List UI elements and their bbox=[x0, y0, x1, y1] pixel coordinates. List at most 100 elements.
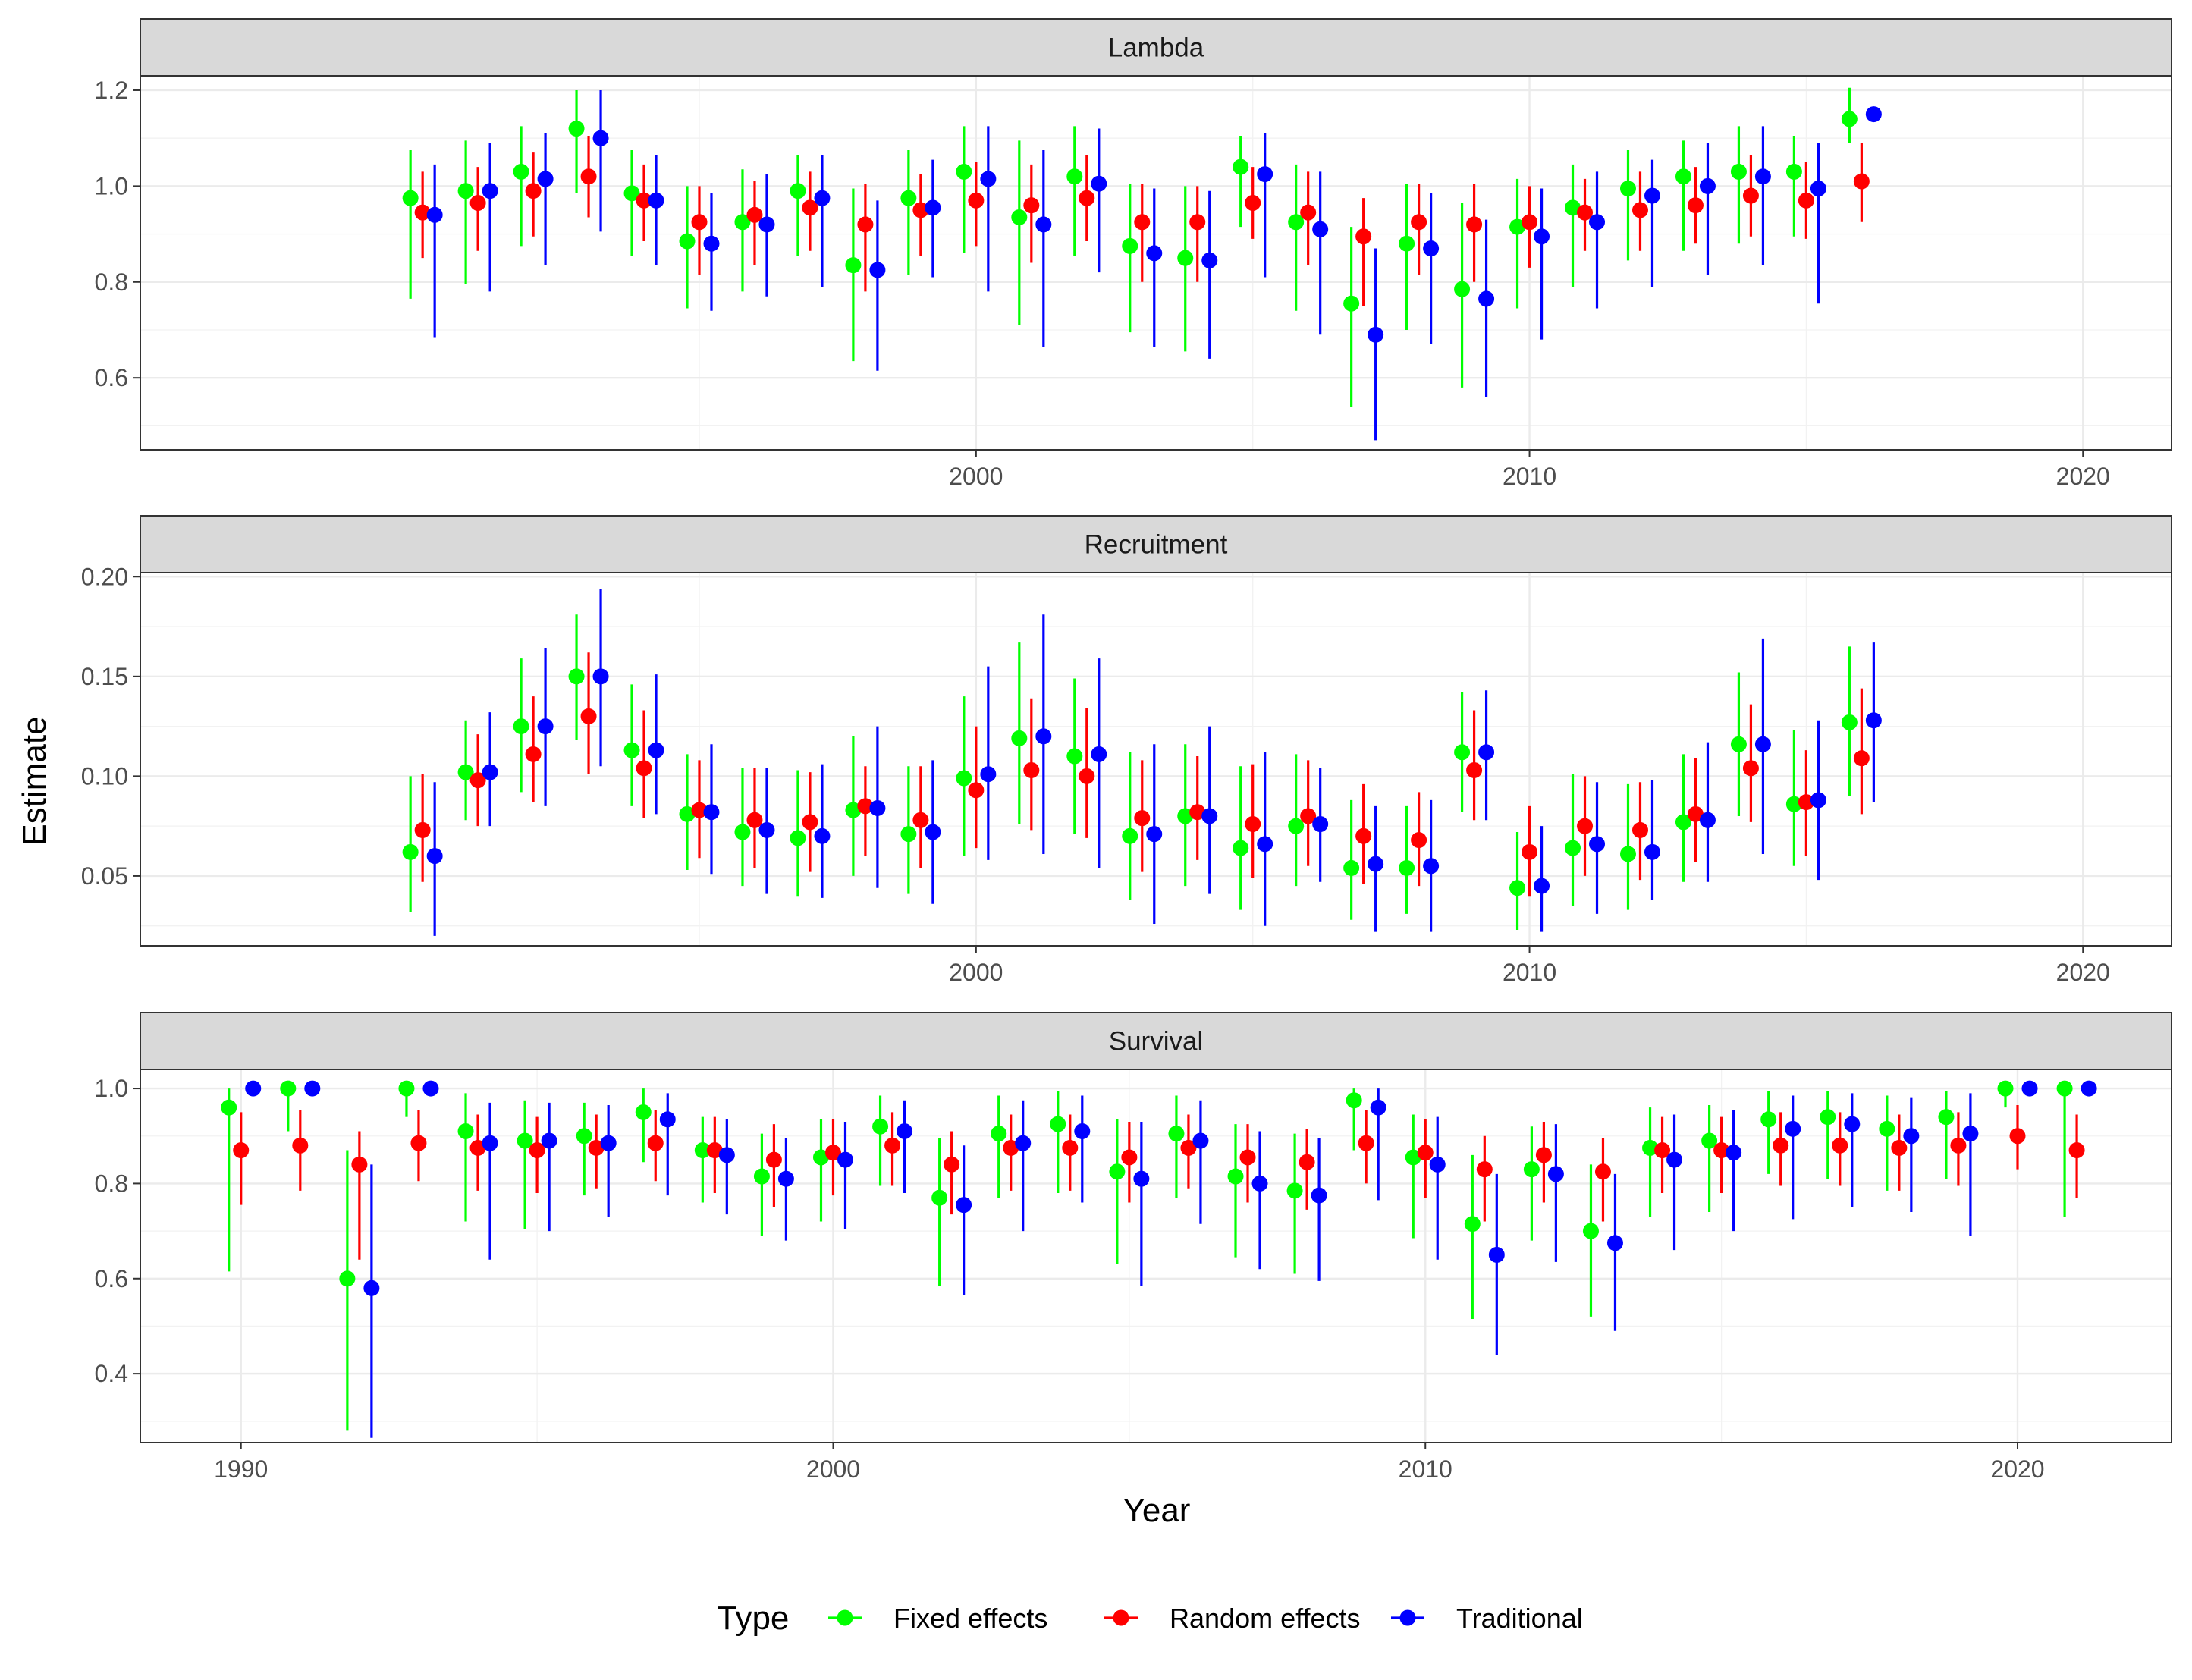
data-point bbox=[1547, 1166, 1564, 1182]
x-tick-label: 2010 bbox=[1503, 959, 1556, 986]
data-point bbox=[576, 1128, 592, 1145]
data-point bbox=[1903, 1128, 1920, 1145]
data-point bbox=[1239, 1149, 1256, 1166]
data-point bbox=[2009, 1128, 2026, 1145]
data-point bbox=[1168, 1126, 1185, 1142]
data-point bbox=[691, 214, 708, 231]
data-point bbox=[1606, 1235, 1623, 1251]
facet-strip bbox=[140, 1012, 2172, 1070]
data-point bbox=[814, 827, 831, 844]
data-point bbox=[1754, 168, 1771, 185]
data-point bbox=[280, 1080, 297, 1097]
data-point bbox=[1785, 163, 1802, 180]
data-point bbox=[872, 1118, 889, 1135]
data-point bbox=[1478, 744, 1495, 761]
data-point bbox=[912, 812, 929, 828]
data-point bbox=[1177, 808, 1194, 824]
data-point bbox=[1535, 1147, 1552, 1163]
data-point bbox=[1466, 216, 1483, 233]
data-point bbox=[1478, 290, 1495, 307]
y-axis-title: Estimate bbox=[16, 716, 53, 846]
data-point bbox=[1368, 856, 1384, 872]
data-point bbox=[1577, 204, 1594, 221]
data-point bbox=[1343, 859, 1360, 876]
data-point bbox=[1832, 1137, 1848, 1154]
data-point bbox=[648, 192, 664, 209]
data-point bbox=[1938, 1109, 1955, 1126]
data-point bbox=[1180, 1139, 1197, 1156]
data-point bbox=[525, 746, 542, 762]
data-point bbox=[600, 1135, 617, 1151]
data-point bbox=[1619, 846, 1636, 862]
data-point bbox=[1701, 1132, 1718, 1149]
data-point bbox=[588, 1139, 605, 1156]
data-point bbox=[1844, 1116, 1861, 1132]
data-point bbox=[1399, 235, 1415, 252]
data-point bbox=[647, 1135, 664, 1151]
legend-label: Fixed effects bbox=[893, 1603, 1047, 1634]
data-point bbox=[1785, 796, 1802, 812]
data-point bbox=[2081, 1080, 2097, 1097]
data-point bbox=[1841, 111, 1858, 127]
data-point bbox=[1675, 168, 1691, 185]
data-point bbox=[1062, 1139, 1079, 1156]
data-point bbox=[1577, 818, 1594, 834]
data-point bbox=[592, 668, 609, 685]
data-point bbox=[482, 764, 498, 780]
data-point bbox=[956, 770, 972, 787]
data-point bbox=[1370, 1099, 1386, 1116]
data-point bbox=[1233, 840, 1249, 856]
data-marks bbox=[402, 589, 1882, 936]
data-point bbox=[1245, 194, 1261, 211]
data-point bbox=[1589, 836, 1606, 853]
data-point bbox=[1023, 197, 1040, 214]
x-tick-label: 2000 bbox=[806, 1455, 860, 1483]
x-tick-label: 2010 bbox=[1503, 463, 1556, 490]
data-point bbox=[1950, 1137, 1967, 1154]
data-point bbox=[897, 1123, 913, 1139]
data-point bbox=[2056, 1080, 2073, 1097]
data-point bbox=[1299, 1154, 1315, 1170]
data-point bbox=[1820, 1109, 1836, 1126]
data-point bbox=[1288, 818, 1305, 834]
x-tick-label: 2010 bbox=[1399, 1455, 1452, 1483]
data-point bbox=[837, 1151, 853, 1168]
data-point bbox=[1853, 173, 1870, 190]
data-point bbox=[1785, 1120, 1801, 1137]
data-point bbox=[758, 216, 775, 233]
facet-label: Lambda bbox=[1108, 33, 1204, 63]
data-point bbox=[790, 183, 806, 199]
panel-survival: Survival 0.4 0.6 0.8 1.0 1990 2000 2010 2020 bbox=[95, 1012, 2172, 1483]
data-point bbox=[1631, 821, 1648, 838]
data-point bbox=[1011, 730, 1028, 746]
data-point bbox=[2068, 1142, 2085, 1159]
data-point bbox=[944, 1156, 960, 1173]
data-point bbox=[1687, 197, 1704, 214]
x-tick-label: 2020 bbox=[2056, 463, 2110, 490]
data-point bbox=[679, 805, 696, 822]
y-tick-label: 0.6 bbox=[95, 1265, 128, 1292]
data-point bbox=[469, 772, 486, 789]
data-point bbox=[1300, 204, 1317, 221]
panel-background bbox=[140, 76, 2172, 450]
data-point bbox=[623, 742, 640, 758]
facet-label: Survival bbox=[1109, 1027, 1203, 1057]
data-point bbox=[1476, 1161, 1493, 1178]
data-point bbox=[734, 214, 751, 231]
data-point bbox=[636, 760, 652, 777]
data-point bbox=[968, 782, 985, 799]
data-point bbox=[1891, 1139, 1908, 1156]
data-point bbox=[1035, 216, 1052, 233]
data-point bbox=[1865, 712, 1882, 729]
data-point bbox=[513, 163, 529, 180]
data-point bbox=[1509, 218, 1526, 235]
data-point bbox=[1227, 1168, 1244, 1185]
data-point bbox=[1534, 878, 1550, 894]
data-point bbox=[623, 185, 640, 202]
data-point bbox=[1730, 163, 1747, 180]
data-point bbox=[1810, 181, 1826, 197]
data-point bbox=[1713, 1142, 1730, 1159]
data-point bbox=[1091, 746, 1107, 762]
data-point bbox=[1730, 736, 1747, 752]
legend-label: Random effects bbox=[1170, 1603, 1360, 1634]
